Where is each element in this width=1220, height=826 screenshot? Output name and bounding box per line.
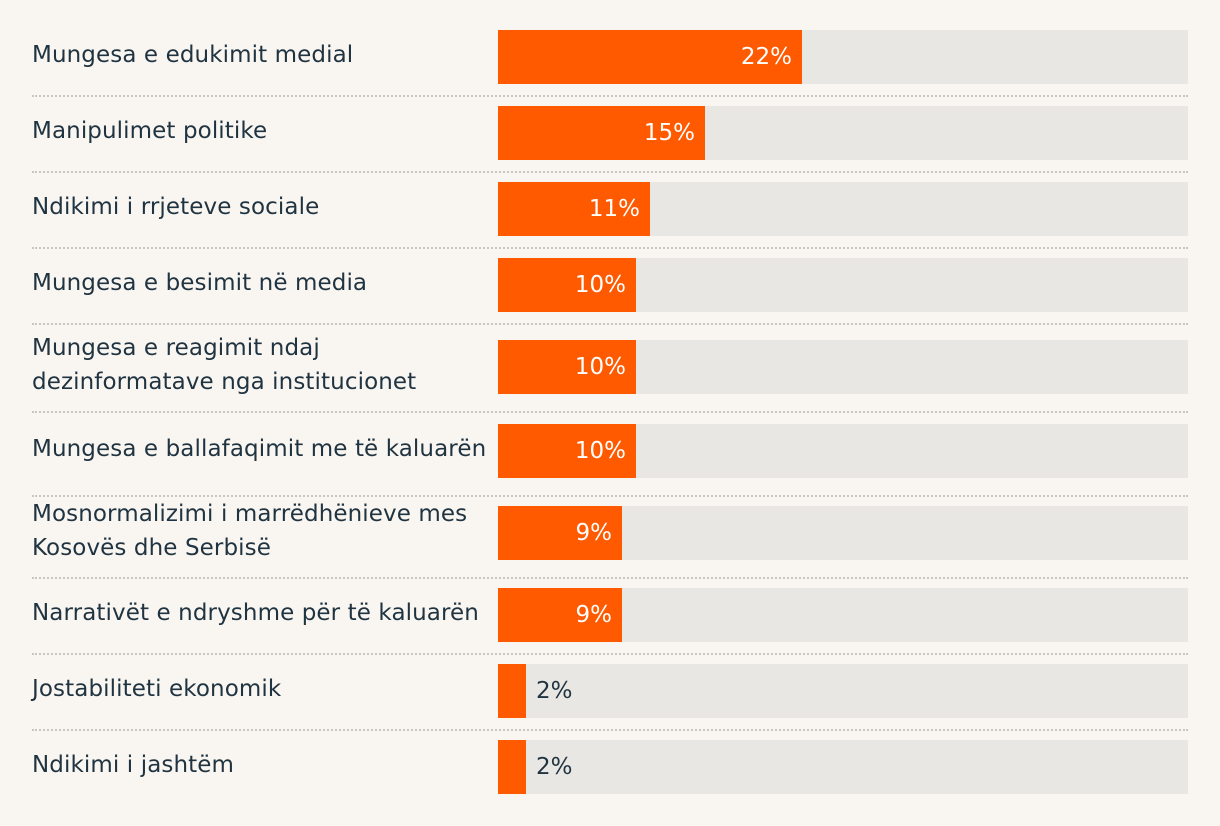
bar-track: 10% [498,258,1188,312]
category-label: Ndikimi i jashtëm [32,752,235,778]
bar-track: 10% [498,340,1188,394]
bar [498,106,705,160]
row-divider [32,247,1188,249]
bar-value-label: 10% [574,438,626,464]
bar-value-label: 15% [643,120,695,146]
bar-value-label: 10% [574,354,626,380]
category-label: Mungesa e besimit në media [32,270,368,296]
category-label: Mungesa e edukimit medial [32,42,354,68]
bar-track: 11% [498,182,1188,236]
bar-value-label: 11% [588,196,640,222]
row-divider [32,729,1188,731]
bar-track: 9% [498,506,1188,560]
bar [498,506,622,560]
bar [498,30,802,84]
bar-track: 10% [498,424,1188,478]
bar-track: 22% [498,30,1188,84]
category-label: Manipulimet politike [32,118,268,144]
bar-track: 9% [498,588,1188,642]
category-label: Ndikimi i rrjeteve sociale [32,194,320,220]
bar [498,340,636,394]
bar [498,424,636,478]
bar-value-label: 9% [575,520,613,546]
bar-value-label: 2% [536,754,573,780]
bar-value-label: 2% [536,678,573,704]
category-label: Mosnormalizimi i marrëdhënieve mes Kosov… [32,501,468,561]
bar-track: 15% [498,106,1188,160]
bar [498,258,636,312]
bar [498,740,526,794]
category-label: Narrativët e ndryshme për të kaluarën [32,600,479,626]
bar-value-label: 9% [575,602,613,628]
bar [498,664,526,718]
bar [498,182,650,236]
bar-track: 2% [498,740,1188,794]
bar-track: 2% [498,664,1188,718]
category-label: Mungesa e ballafaqimit me të kaluarën [32,436,487,462]
row-divider [32,171,1188,173]
category-label: Mungesa e reagimit ndaj dezinformatave n… [32,335,417,395]
row-divider [32,323,1188,325]
category-label: Jostabiliteti ekonomik [32,676,282,702]
bar-value-label: 22% [740,44,792,70]
row-divider [32,95,1188,97]
bar-value-label: 10% [574,272,626,298]
row-divider [32,653,1188,655]
row-divider [32,577,1188,579]
row-divider [32,411,1188,413]
row-divider [32,495,1188,497]
bar [498,588,622,642]
